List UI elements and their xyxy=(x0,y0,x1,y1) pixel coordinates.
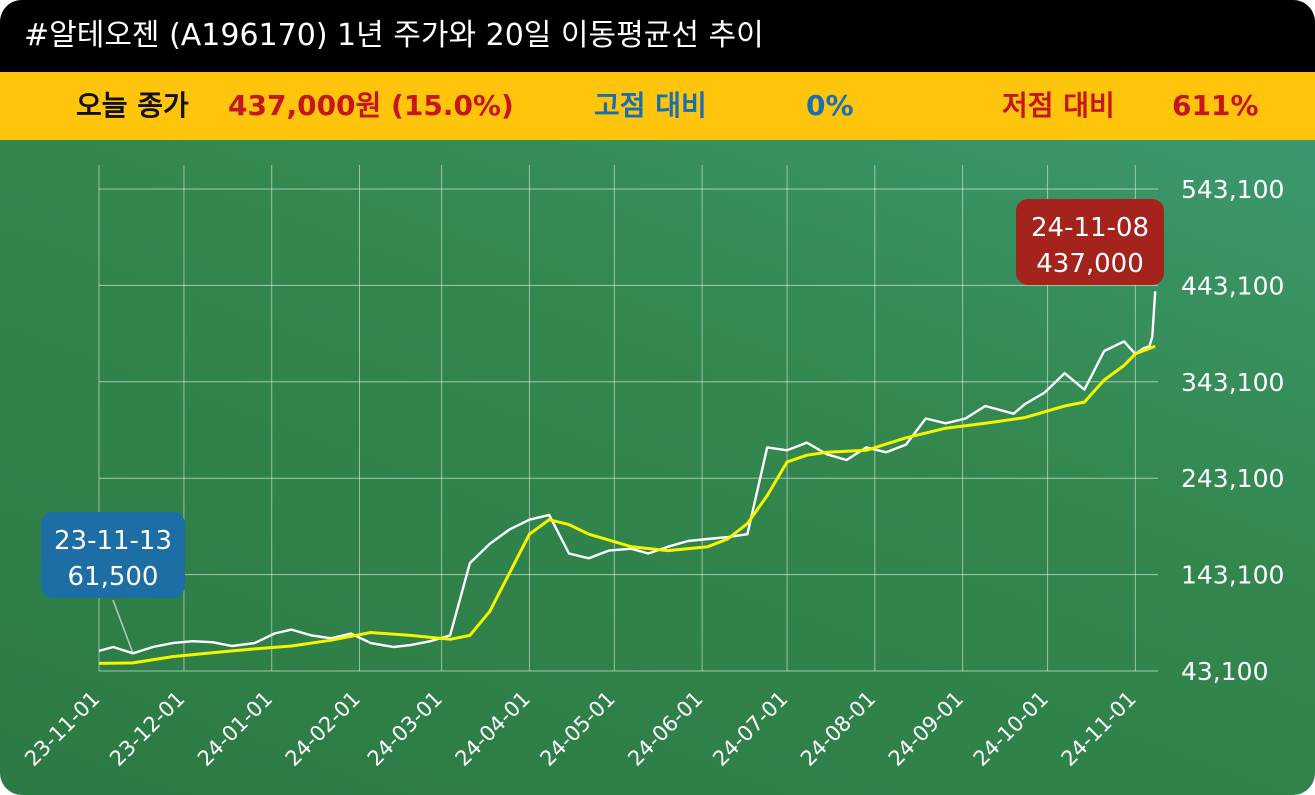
start-badge-value: 61,500 xyxy=(68,562,159,592)
x-tick-label: 24-06-01 xyxy=(623,687,707,771)
end-badge-date: 24-11-08 xyxy=(1031,213,1149,243)
chart-title: #알테오젠 (A196170) 1년 주가와 20일 이동평균선 추이 xyxy=(0,0,1315,72)
start-badge-date: 23-11-13 xyxy=(54,526,172,556)
y-tick-label: 443,100 xyxy=(1181,271,1284,300)
end-badge-value: 437,000 xyxy=(1036,249,1144,279)
start-leader-line xyxy=(112,599,134,654)
x-tick-label: 24-07-01 xyxy=(708,687,792,771)
series-line-ma20 xyxy=(98,344,1156,665)
y-tick-label: 243,100 xyxy=(1181,464,1284,493)
high-label: 고점 대비 xyxy=(594,89,707,122)
close-value: 437,000원 (15.0%) xyxy=(228,89,514,122)
x-tick-label: 24-01-01 xyxy=(193,687,277,771)
y-tick-label: 43,100 xyxy=(1181,657,1268,686)
summary-bar: 오늘 종가 437,000원 (15.0%) 고점 대비 0% 저점 대비 61… xyxy=(0,72,1315,140)
y-tick-label: 343,100 xyxy=(1181,368,1284,397)
series-line-price xyxy=(98,291,1157,655)
annotations: 23-11-13 61,500 24-11-08 437,000 xyxy=(41,199,1164,654)
y-tick-label: 143,100 xyxy=(1181,561,1284,590)
x-tick-label: 24-10-01 xyxy=(969,687,1053,771)
x-tick-label: 24-09-01 xyxy=(884,687,968,771)
low-value: 611% xyxy=(1172,89,1259,122)
x-tick-label: 24-05-01 xyxy=(536,687,620,771)
x-tick-label: 24-03-01 xyxy=(363,687,447,771)
x-tick-label: 23-12-01 xyxy=(105,687,189,771)
close-label: 오늘 종가 xyxy=(76,89,189,122)
y-tick-label: 543,100 xyxy=(1181,175,1284,204)
x-axis-labels: 23-11-01 23-12-01 24-01-01 24-02-0124-03-01… xyxy=(20,687,1141,771)
x-tick-label: 24-11-01 xyxy=(1057,687,1141,771)
end-badge-box xyxy=(1016,199,1164,285)
start-badge: 23-11-13 61,500 xyxy=(41,512,185,598)
x-tick-label: 24-04-01 xyxy=(451,687,535,771)
start-badge-box xyxy=(41,512,185,598)
low-label: 저점 대비 xyxy=(1002,89,1115,122)
y-axis-labels: 543,100 443,100 343,100 243,100 143,100 43,10… xyxy=(1181,175,1284,686)
end-badge: 24-11-08 437,000 xyxy=(1016,199,1164,285)
x-tick-label: 24-02-01 xyxy=(281,687,365,771)
x-tick-label: 24-08-01 xyxy=(796,687,880,771)
x-tick-label: 23-11-01 xyxy=(20,687,104,771)
grid-lines xyxy=(98,165,1158,672)
series-lines xyxy=(98,291,1157,665)
high-value: 0% xyxy=(806,89,854,122)
